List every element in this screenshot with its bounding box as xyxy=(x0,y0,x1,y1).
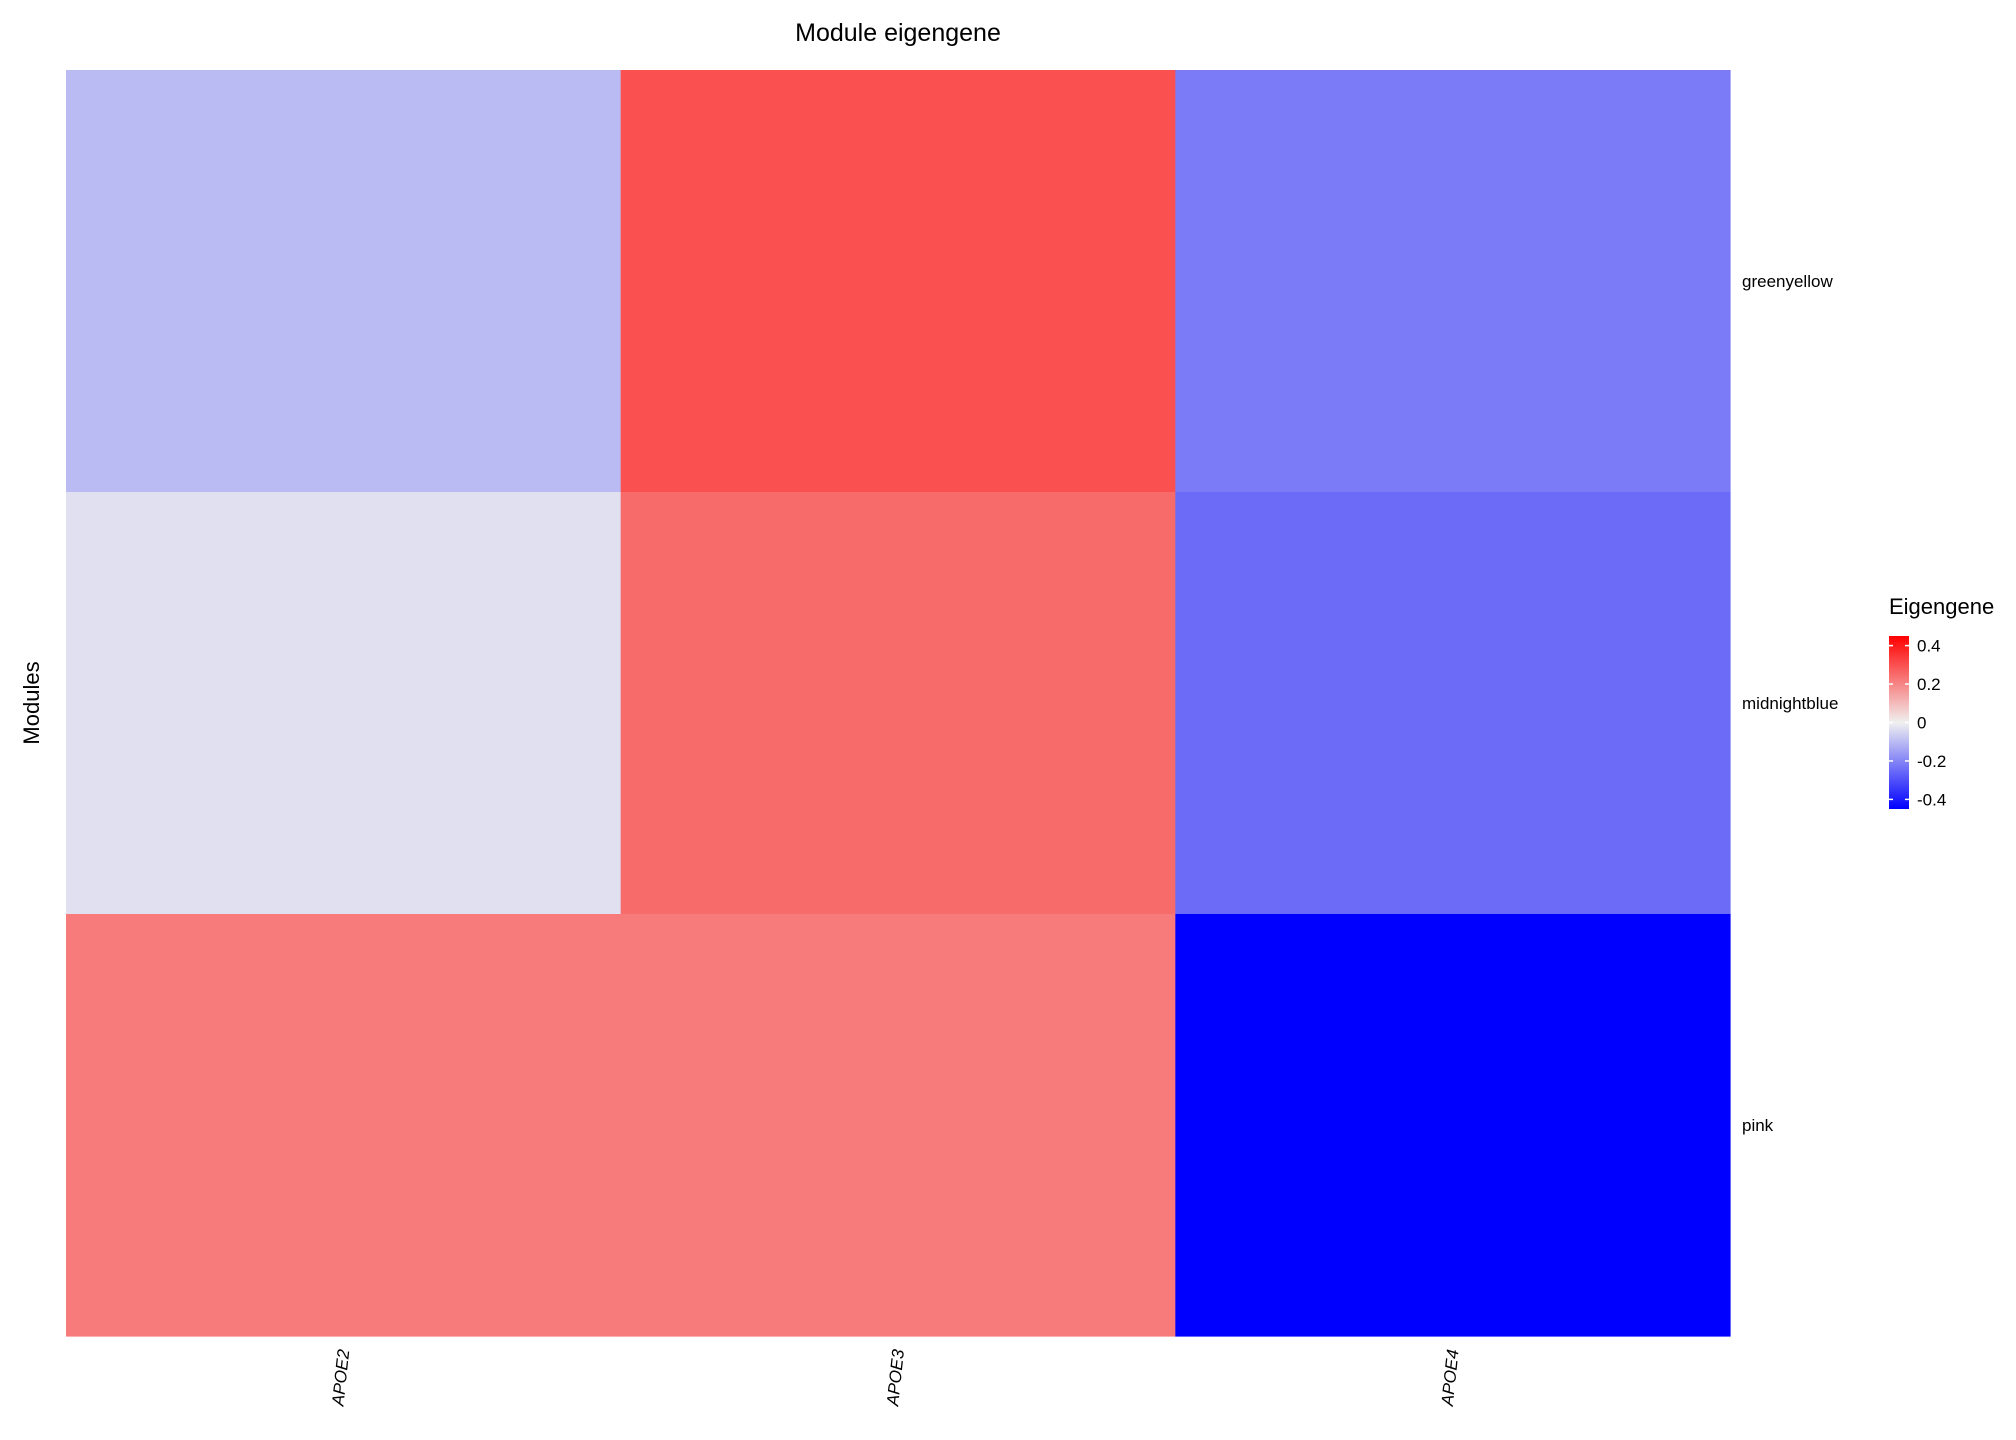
heatmap-cells xyxy=(66,70,1731,1337)
row-labels: greenyellow midnightblue pink xyxy=(1742,272,1838,1135)
heatmap-cell-midnightblue-APOE4 xyxy=(1175,492,1731,915)
chart-title: Module eigengene xyxy=(795,19,1001,47)
heatmap-cell-pink-APOE2 xyxy=(66,914,622,1337)
heatmap-cell-midnightblue-APOE3 xyxy=(620,492,1176,915)
legend-ticks: 0.4 0.2 0 -0.2 -0.4 xyxy=(1889,637,1946,809)
y-axis-label: Modules xyxy=(19,661,44,744)
row-label-midnightblue: midnightblue xyxy=(1742,694,1838,713)
column-label-APOE2: APOE2 xyxy=(328,1348,353,1408)
legend-tick-label: 0.4 xyxy=(1917,637,1941,656)
legend-tick-label: 0.2 xyxy=(1917,675,1941,694)
row-label-pink: pink xyxy=(1742,1116,1774,1135)
legend-colorbar xyxy=(1889,636,1909,809)
heatmap-cell-greenyellow-APOE3 xyxy=(620,70,1176,493)
legend-tick-label: -0.2 xyxy=(1917,752,1946,771)
heatmap-cell-greenyellow-APOE4 xyxy=(1175,70,1731,493)
column-label-APOE3: APOE3 xyxy=(883,1348,908,1408)
column-labels: APOE2 APOE3 APOE4 xyxy=(328,1348,1462,1408)
column-label-APOE4: APOE4 xyxy=(1438,1348,1463,1407)
heatmap-cell-greenyellow-APOE2 xyxy=(66,70,622,493)
row-label-greenyellow: greenyellow xyxy=(1742,272,1833,291)
color-legend: Eigengene 0.4 0.2 0 -0.2 -0.4 xyxy=(1889,594,1994,809)
heatmap-cell-midnightblue-APOE2 xyxy=(66,492,622,915)
legend-tick-label: -0.4 xyxy=(1917,790,1946,809)
heatmap-cell-pink-APOE3 xyxy=(620,914,1176,1337)
heatmap-cell-pink-APOE4 xyxy=(1175,914,1731,1337)
legend-title: Eigengene xyxy=(1889,594,1994,619)
legend-tick-label: 0 xyxy=(1917,714,1926,733)
